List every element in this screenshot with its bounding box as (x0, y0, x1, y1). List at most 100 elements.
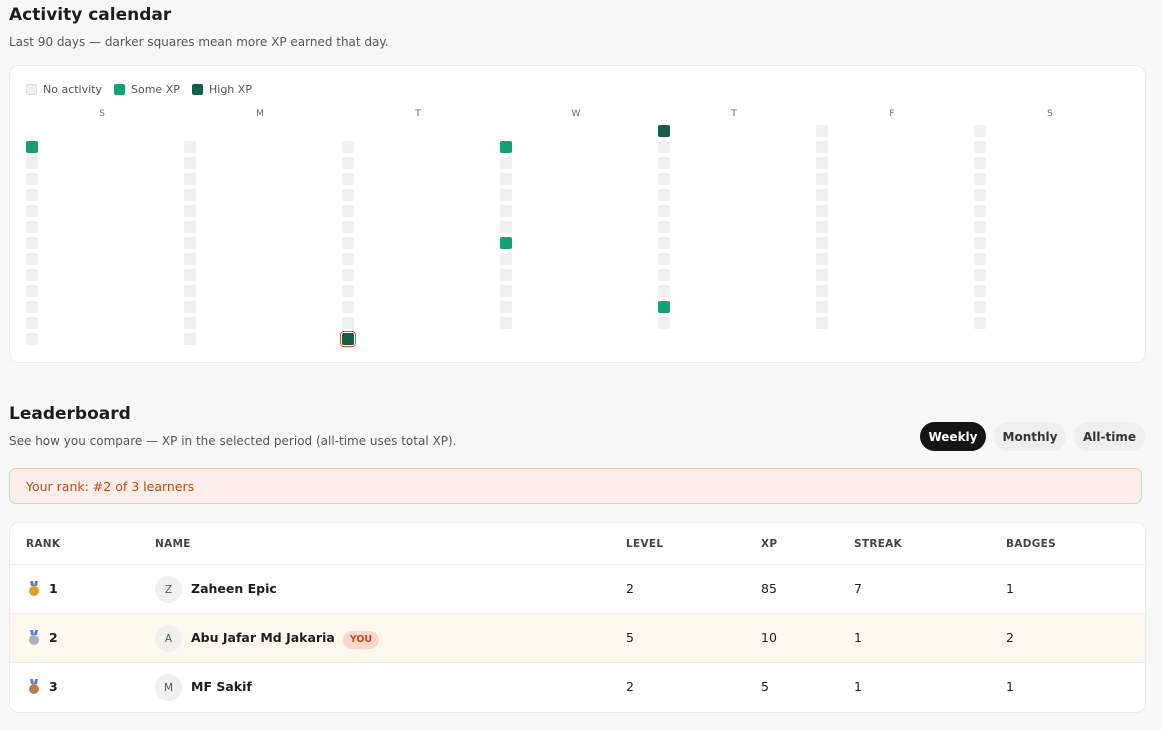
day-square (184, 237, 196, 249)
legend-item: Some XP (114, 83, 180, 96)
tab-button[interactable]: Weekly (920, 422, 986, 451)
day-square (658, 237, 670, 249)
day-square (184, 205, 196, 217)
table-row: 2 A Abu Jafar Md Jakaria YOU 5 10 1 2 (10, 613, 1145, 663)
streak: 1 (854, 630, 862, 645)
weekday-label: S (99, 109, 105, 119)
day-square (26, 221, 38, 233)
day-square (974, 157, 986, 169)
day-square (342, 301, 354, 313)
tab-button[interactable]: All-time (1074, 422, 1145, 451)
weekday-label: T (415, 109, 421, 119)
day-square (342, 173, 354, 185)
name: Zaheen Epic (191, 565, 277, 613)
day-square (184, 173, 196, 185)
day-square (26, 173, 38, 185)
day-square (658, 317, 670, 329)
day-square (500, 285, 512, 297)
day-square (184, 253, 196, 265)
day-square (974, 237, 986, 249)
name: Abu Jafar Md Jakaria YOU (191, 614, 380, 662)
day-square (26, 285, 38, 297)
day-square (658, 221, 670, 233)
day-square (26, 141, 38, 153)
day-square (342, 189, 354, 201)
day-square (658, 125, 670, 137)
day-square (974, 269, 986, 281)
day-square (342, 253, 354, 265)
day-square (816, 141, 828, 153)
day-square (816, 253, 828, 265)
day-square (500, 221, 512, 233)
legend-swatch (114, 84, 125, 95)
badges: 2 (1006, 630, 1014, 645)
day-square (26, 301, 38, 313)
column-header: STREAK (854, 538, 903, 550)
day-square (974, 301, 986, 313)
streak: 7 (854, 581, 862, 596)
tab-button[interactable]: Monthly (994, 422, 1066, 451)
day-square (658, 301, 670, 313)
rank-note: Your rank: #2 of 3 learners (9, 468, 1142, 504)
legend-swatch (192, 84, 203, 95)
day-square (184, 317, 196, 329)
day-square (500, 253, 512, 265)
day-square (816, 237, 828, 249)
weekday-label: W (571, 109, 581, 119)
day-square (500, 205, 512, 217)
calendar-card: No activity Some XP High XP S M T W T F S (9, 65, 1146, 363)
name-text: Abu Jafar Md Jakaria (191, 630, 335, 645)
badges: 1 (1006, 581, 1014, 596)
day-square (816, 285, 828, 297)
badges: 1 (1006, 679, 1014, 694)
day-square (658, 173, 670, 185)
day-square (500, 157, 512, 169)
day-square (184, 221, 196, 233)
column-header: XP (761, 538, 778, 550)
day-square (342, 317, 354, 329)
day-square (26, 205, 38, 217)
day-square (26, 317, 38, 329)
day-square (342, 285, 354, 297)
day-square (974, 189, 986, 201)
medal-icon (29, 581, 39, 596)
column-header: RANK (26, 538, 61, 550)
rank: 1 (49, 581, 58, 596)
day-square (816, 205, 828, 217)
rank: 3 (49, 679, 58, 694)
legend-swatch (26, 84, 37, 95)
weekday-label: S (1047, 109, 1053, 119)
day-square (816, 269, 828, 281)
column-header: NAME (155, 538, 191, 550)
weekday-label: M (256, 109, 264, 119)
avatar: A (155, 625, 182, 652)
day-square (658, 157, 670, 169)
weekday-label: T (731, 109, 737, 119)
column-header: LEVEL (626, 538, 664, 550)
day-square (658, 189, 670, 201)
streak: 1 (854, 679, 862, 694)
day-square (26, 189, 38, 201)
legend-label: Some XP (131, 83, 180, 96)
day-square (500, 317, 512, 329)
day-square (816, 317, 828, 329)
day-square (500, 141, 512, 153)
day-square (658, 253, 670, 265)
section-subtitle: See how you compare — XP in the selected… (9, 434, 457, 448)
day-square (184, 189, 196, 201)
section-subtitle: Last 90 days — darker squares mean more … (9, 35, 389, 49)
day-square (184, 157, 196, 169)
day-square (26, 237, 38, 249)
medal-icon (29, 630, 39, 645)
day-square (184, 141, 196, 153)
name: MF Sakif (191, 663, 252, 711)
day-square (974, 173, 986, 185)
day-square (658, 285, 670, 297)
xp: 5 (761, 679, 769, 694)
day-square (26, 333, 38, 345)
day-square (342, 205, 354, 217)
day-square (26, 157, 38, 169)
day-square (974, 141, 986, 153)
day-square (974, 253, 986, 265)
